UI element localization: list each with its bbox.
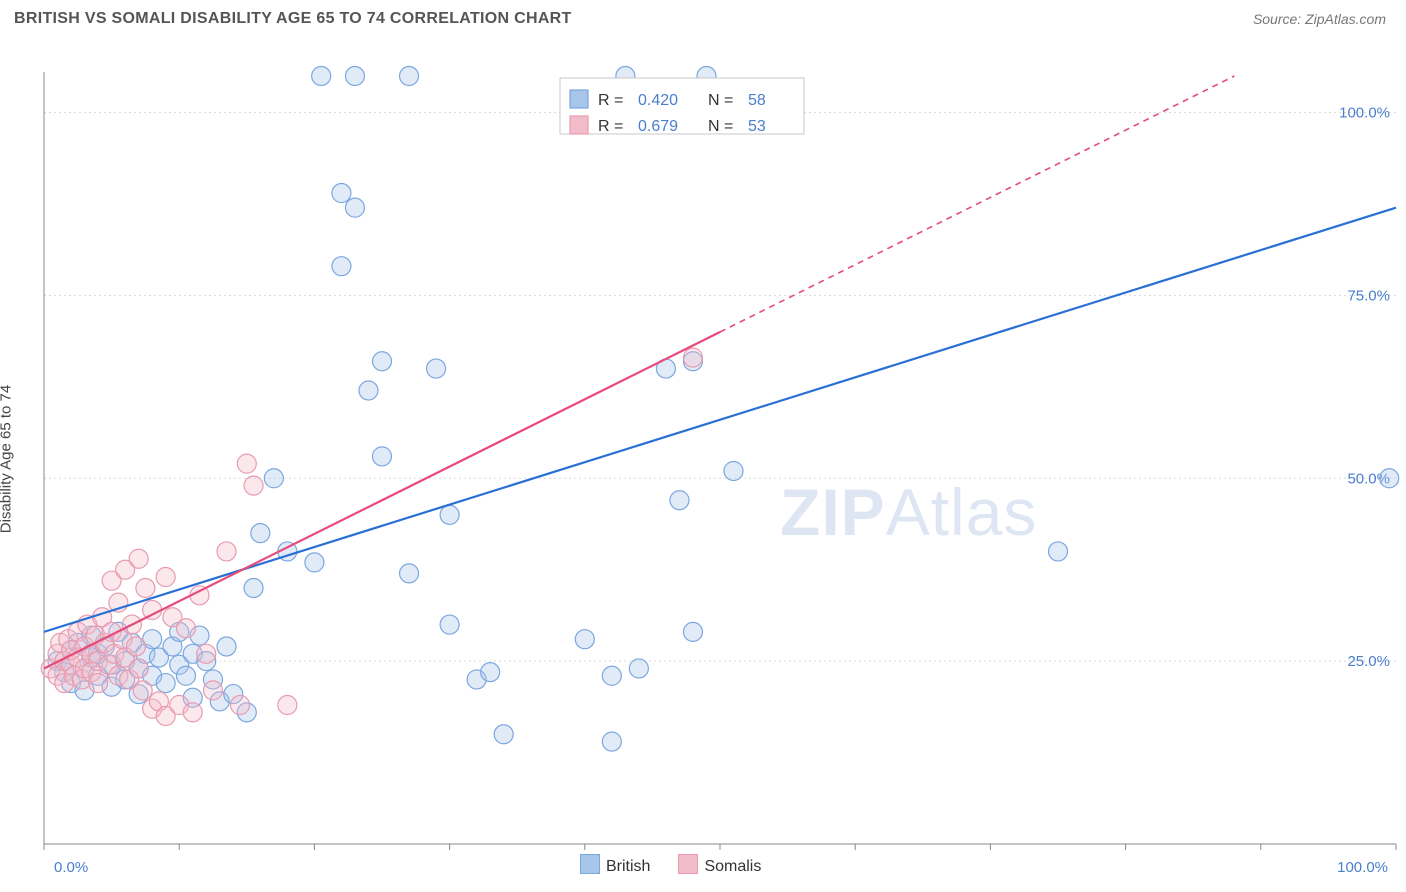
data-point <box>264 469 283 488</box>
data-point <box>332 257 351 276</box>
data-point <box>156 674 175 693</box>
data-point <box>400 67 419 86</box>
trend-line <box>44 332 720 668</box>
data-point <box>345 198 364 217</box>
y-tick-label: 25.0% <box>1347 653 1390 670</box>
data-point <box>440 615 459 634</box>
data-point <box>183 703 202 722</box>
data-point <box>373 447 392 466</box>
data-point <box>602 666 621 685</box>
data-point <box>440 505 459 524</box>
source-label: Source: ZipAtlas.com <box>1253 11 1386 27</box>
data-point <box>176 666 195 685</box>
stats-legend <box>560 78 804 134</box>
data-point <box>670 491 689 510</box>
x-tick-label: 0.0% <box>54 859 88 876</box>
legend-label: British <box>606 858 650 875</box>
legend-swatch <box>570 116 588 134</box>
data-point <box>629 659 648 678</box>
legend-n-value: 58 <box>748 92 766 109</box>
data-point <box>217 637 236 656</box>
data-point <box>143 600 162 619</box>
legend-item: Somalis <box>678 854 761 876</box>
data-point <box>244 579 263 598</box>
chart-container: Disability Age 65 to 74 25.0%50.0%75.0%1… <box>0 34 1406 884</box>
data-point <box>156 568 175 587</box>
data-point <box>494 725 513 744</box>
data-point <box>197 644 216 663</box>
data-point <box>136 579 155 598</box>
data-point <box>724 461 743 480</box>
legend-n-value: 53 <box>748 118 766 135</box>
data-point <box>129 549 148 568</box>
data-point <box>89 674 108 693</box>
data-point <box>244 476 263 495</box>
data-point <box>683 622 702 641</box>
data-point <box>312 67 331 86</box>
data-point <box>1380 469 1399 488</box>
legend-item: British <box>580 854 650 876</box>
data-point <box>231 696 250 715</box>
legend-r-label: R = <box>598 118 623 135</box>
data-point <box>345 67 364 86</box>
data-point <box>251 524 270 543</box>
y-tick-label: 100.0% <box>1339 105 1390 122</box>
legend-swatch <box>570 90 588 108</box>
data-point <box>575 630 594 649</box>
data-point <box>332 184 351 203</box>
data-point <box>427 359 446 378</box>
x-tick-label: 100.0% <box>1337 859 1388 876</box>
legend-n-label: N = <box>708 118 733 135</box>
legend-label: Somalis <box>704 858 761 875</box>
data-point <box>237 454 256 473</box>
legend-swatch <box>580 854 600 874</box>
data-point <box>481 663 500 682</box>
data-point <box>1049 542 1068 561</box>
data-point <box>359 381 378 400</box>
data-point <box>400 564 419 583</box>
data-point <box>176 619 195 638</box>
legend-r-value: 0.420 <box>638 92 678 109</box>
legend-n-label: N = <box>708 92 733 109</box>
y-tick-label: 75.0% <box>1347 287 1390 304</box>
bottom-legend: British Somalis <box>580 854 761 876</box>
data-point <box>129 659 148 678</box>
legend-r-value: 0.679 <box>638 118 678 135</box>
y-axis-label: Disability Age 65 to 74 <box>0 385 15 533</box>
data-point <box>602 732 621 751</box>
data-point <box>204 681 223 700</box>
legend-swatch <box>678 854 698 874</box>
chart-title: BRITISH VS SOMALI DISABILITY AGE 65 TO 7… <box>14 10 572 28</box>
data-point <box>683 348 702 367</box>
data-point <box>278 696 297 715</box>
legend-r-label: R = <box>598 92 623 109</box>
scatter-chart: 25.0%50.0%75.0%100.0%0.0%100.0%R =0.420N… <box>0 34 1406 884</box>
data-point <box>217 542 236 561</box>
data-point <box>305 553 324 572</box>
data-point <box>133 681 152 700</box>
data-point <box>126 637 145 656</box>
data-point <box>373 352 392 371</box>
